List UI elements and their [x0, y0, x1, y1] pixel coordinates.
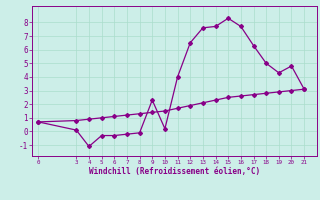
- X-axis label: Windchill (Refroidissement éolien,°C): Windchill (Refroidissement éolien,°C): [89, 167, 260, 176]
